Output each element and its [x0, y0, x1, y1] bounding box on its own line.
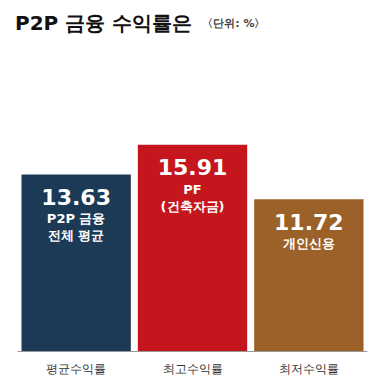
svg-text:11.72: 11.72 — [274, 210, 344, 235]
svg-text:평균수익률: 평균수익률 — [46, 362, 106, 376]
svg-text:최저수익률: 최저수익률 — [279, 362, 339, 376]
svg-text:15.91: 15.91 — [158, 155, 228, 180]
svg-text:〈단위: %〉: 〈단위: %〉 — [202, 17, 265, 30]
svg-text:전체 평균: 전체 평균 — [48, 228, 105, 243]
svg-text:(건축자금): (건축자금) — [161, 199, 225, 214]
svg-text:최고수익률: 최고수익률 — [163, 362, 223, 376]
svg-text:P2P 금융 수익률은: P2P 금융 수익률은 — [15, 11, 192, 35]
svg-text:개인신용: 개인신용 — [283, 236, 335, 251]
svg-text:PF: PF — [183, 182, 201, 197]
svg-text:13.63: 13.63 — [41, 185, 111, 210]
svg-text:P2P 금융: P2P 금융 — [47, 211, 106, 226]
